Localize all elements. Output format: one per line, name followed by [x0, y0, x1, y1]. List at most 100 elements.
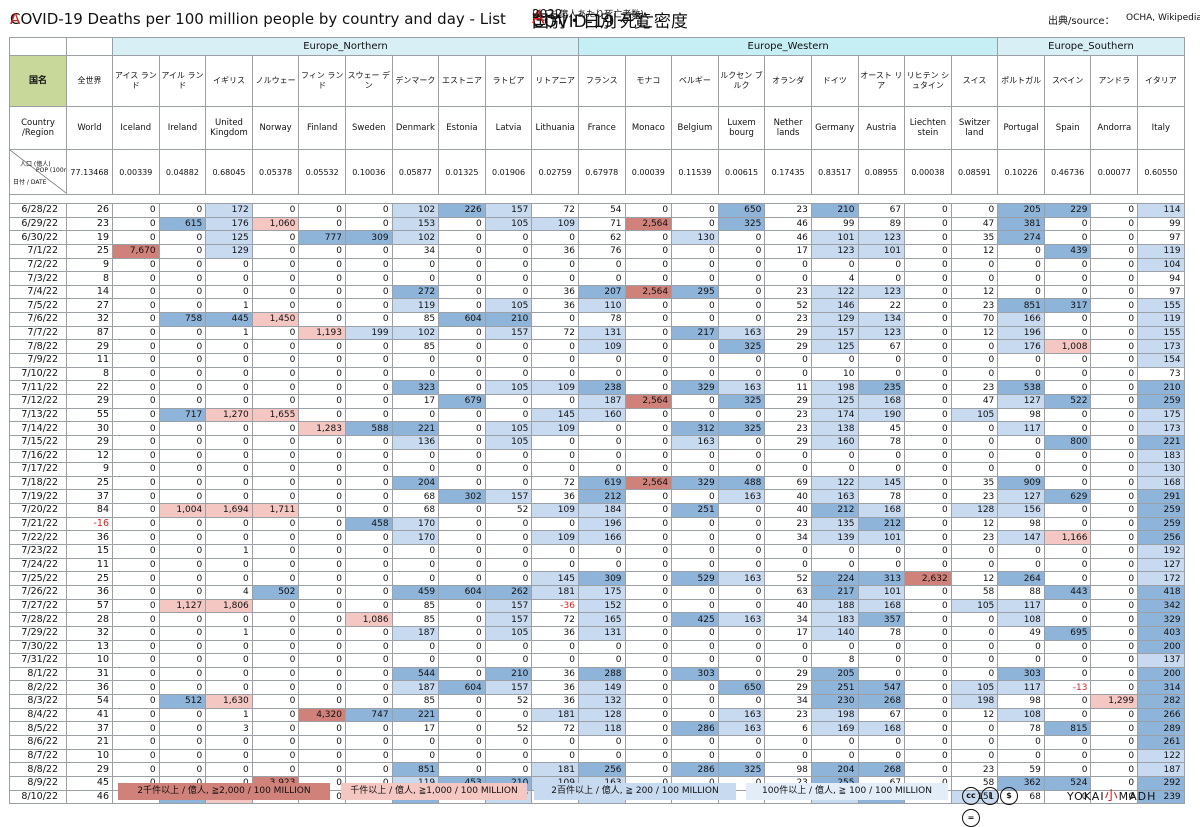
date-cell: 7/15/22 [9, 434, 67, 450]
value-cell: 0 [671, 516, 719, 532]
value-cell: 0 [344, 353, 393, 368]
value-cell: 0 [158, 421, 207, 436]
value-cell: 0 [764, 653, 812, 668]
value-cell: 0 [1090, 721, 1139, 736]
value-cell: 0 [1043, 325, 1092, 341]
value-cell: 256 [577, 762, 626, 777]
value-cell: 0 [112, 475, 160, 491]
table-row: 7/12/22 29 0 0 0 0 0 0 17 679 0 0 187 2,564 0 325 29 125 1… [9, 393, 1185, 409]
value-cell: 0 [251, 421, 300, 436]
world-value: -16 [66, 516, 113, 532]
value-cell: 695 [1043, 625, 1092, 641]
value-cell: 0 [904, 625, 952, 641]
value-cell: 0 [1090, 584, 1139, 600]
value-cell: 0 [391, 448, 440, 464]
value-cell: 46 [764, 216, 812, 232]
value-cell: 184 [577, 503, 626, 518]
value-cell: 0 [112, 380, 160, 395]
value-cell: 0 [1090, 707, 1139, 723]
value-cell: 0 [950, 448, 999, 464]
value-cell: 8 [810, 653, 859, 668]
country-pop: 0.02759 [531, 149, 579, 195]
value-cell: 163 [717, 380, 766, 395]
deaths-table: Europe_Northern Europe_Western Europe_Sout… [9, 37, 1185, 805]
value-cell: 0 [1090, 503, 1139, 518]
value-cell: 0 [438, 544, 486, 559]
value-cell: 0 [671, 312, 719, 327]
table-row: 7/14/22 30 0 0 0 0 1,283 588 221 0 105 109 0 0 312 325 2… [9, 421, 1185, 436]
value-cell: 0 [438, 339, 486, 355]
value-cell: 1,655 [251, 407, 300, 423]
value-cell: 0 [158, 557, 207, 573]
value-cell: 69 [764, 475, 812, 491]
world-value: 9 [66, 257, 113, 273]
table-row: 7/29/22 32 0 0 1 0 0 0 187 0 105 36 131 0 0 0 17 140 78 0 0 4… [9, 625, 1185, 641]
value-cell: 0 [438, 257, 486, 273]
value-cell: 160 [577, 407, 626, 423]
value-cell: 0 [624, 489, 673, 505]
value-cell: 168 [857, 503, 906, 518]
country-pop: 0.05877 [391, 149, 440, 195]
value-cell: 0 [251, 366, 300, 382]
value-cell: 0 [438, 625, 486, 641]
value-cell: 0 [904, 612, 952, 627]
value-cell: 0 [904, 694, 952, 709]
value-cell: 85 [391, 694, 440, 709]
value-cell: 145 [531, 407, 579, 423]
world-value: 55 [66, 407, 113, 423]
value-cell: 0 [484, 653, 533, 668]
value-cell: 312 [671, 421, 719, 436]
value-cell: 0 [810, 353, 859, 368]
value-cell: 68 [391, 503, 440, 518]
value-cell: 0 [904, 680, 952, 696]
value-cell: 0 [671, 653, 719, 668]
value-cell: 0 [251, 380, 300, 395]
value-cell: 0 [438, 271, 486, 286]
value-cell: 188 [810, 598, 859, 614]
value-cell: 0 [997, 639, 1045, 655]
value-cell: 0 [484, 707, 533, 723]
value-cell: 36 [531, 694, 579, 709]
date-cell: 7/20/22 [9, 503, 67, 518]
date-cell: 8/3/22 [9, 694, 67, 709]
value-cell: 1,711 [251, 503, 300, 518]
value-cell: 73 [1137, 366, 1185, 382]
table-row: 6/29/22 23 0 615 176 1,060 0 0 153 0 105 109 71 2,564… [9, 216, 1185, 232]
value-cell: 459 [391, 584, 440, 600]
value-cell: 0 [484, 393, 533, 409]
value-cell: 0 [950, 257, 999, 273]
value-cell: 102 [391, 325, 440, 341]
value-cell: 0 [344, 584, 393, 600]
table-row: 7/25/22 25 0 0 0 0 0 0 0 0 0 145 309 0 529 163 52 224 313 2… [9, 571, 1185, 586]
world-value: 36 [66, 530, 113, 546]
value-cell: 0 [624, 271, 673, 286]
value-cell: 0 [391, 366, 440, 382]
table-row: 7/27/22 57 0 1,127 1,806 0 0 0 85 0 157 -36 152 0 0 0 40… [9, 598, 1185, 614]
value-cell: 445 [205, 312, 253, 327]
value-cell: 0 [438, 448, 486, 464]
value-cell: 0 [904, 421, 952, 436]
value-cell: 0 [344, 666, 393, 682]
value-cell: 130 [1137, 462, 1185, 477]
value-cell: 226 [438, 203, 486, 218]
date-cell: 7/18/22 [9, 475, 67, 491]
world-value: 29 [66, 393, 113, 409]
value-cell: 181 [531, 762, 579, 777]
value-cell: 102 [391, 203, 440, 218]
value-cell: 0 [158, 230, 207, 245]
value-cell: 0 [857, 366, 906, 382]
value-cell: 0 [205, 680, 253, 696]
by-icon: i [981, 787, 999, 805]
value-cell: 0 [298, 734, 346, 750]
value-cell: 0 [950, 748, 999, 764]
value-cell: 0 [298, 284, 346, 300]
value-cell: 0 [344, 366, 393, 382]
title-bar: COVID-19 Deaths per 100 million people b… [10, 7, 1200, 32]
value-cell: 0 [251, 666, 300, 682]
value-cell: 529 [671, 571, 719, 586]
value-cell: 129 [810, 312, 859, 327]
value-cell: 0 [904, 271, 952, 286]
date-label: 日付 / DATE [13, 179, 47, 186]
value-cell: 0 [251, 653, 300, 668]
table-row: 7/5/22 27 0 0 1 0 0 0 119 0 105 36 110 0 0 0 52 146 22 0 23 8… [9, 298, 1185, 314]
